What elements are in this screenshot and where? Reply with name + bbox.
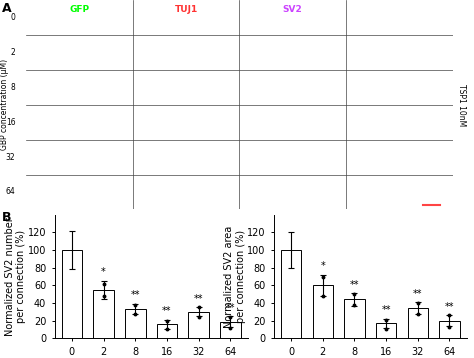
Text: *: * xyxy=(256,143,261,153)
Text: *: * xyxy=(149,178,155,188)
Text: *: * xyxy=(256,178,261,188)
Bar xyxy=(125,309,146,338)
Text: *: * xyxy=(43,108,48,118)
Bar xyxy=(376,323,396,338)
Text: 2: 2 xyxy=(10,48,15,57)
Y-axis label: Normalized SV2 number
per connection (%): Normalized SV2 number per connection (%) xyxy=(5,217,26,336)
Bar xyxy=(93,290,114,338)
Text: *: * xyxy=(149,4,155,14)
Text: **: ** xyxy=(350,280,359,290)
Text: *: * xyxy=(256,4,261,14)
Text: *: * xyxy=(363,4,368,14)
Text: **: ** xyxy=(130,290,140,300)
Bar xyxy=(62,250,82,338)
Text: *: * xyxy=(363,143,368,153)
Bar xyxy=(281,250,301,338)
Text: **: ** xyxy=(194,294,203,304)
Text: TSP1 10nM: TSP1 10nM xyxy=(457,83,466,126)
Text: *: * xyxy=(363,178,368,188)
Text: 8: 8 xyxy=(10,83,15,92)
Text: *: * xyxy=(149,73,155,83)
Text: *: * xyxy=(43,178,48,188)
Text: *: * xyxy=(256,108,261,118)
Text: **: ** xyxy=(226,303,235,313)
Text: Merge: Merge xyxy=(383,5,415,14)
Y-axis label: Normalized SV2 area
per connection (%): Normalized SV2 area per connection (%) xyxy=(224,226,246,328)
Bar xyxy=(220,321,240,338)
Text: SV2: SV2 xyxy=(283,5,302,14)
Text: 32: 32 xyxy=(6,153,15,161)
Text: **: ** xyxy=(382,305,391,315)
Text: *: * xyxy=(43,73,48,83)
Bar xyxy=(408,308,428,338)
Text: *: * xyxy=(320,261,325,271)
Text: *: * xyxy=(363,73,368,83)
Text: *: * xyxy=(43,4,48,14)
Text: *: * xyxy=(363,108,368,118)
Text: *: * xyxy=(149,143,155,153)
Bar xyxy=(344,300,365,338)
Text: GFP: GFP xyxy=(69,5,90,14)
Text: 64: 64 xyxy=(6,188,15,197)
Bar xyxy=(312,285,333,338)
Text: *: * xyxy=(363,39,368,49)
Text: *: * xyxy=(149,108,155,118)
Text: A: A xyxy=(2,2,12,15)
Text: 16: 16 xyxy=(6,118,15,127)
Bar xyxy=(188,312,209,338)
Bar xyxy=(439,321,460,338)
Text: B: B xyxy=(2,211,12,224)
Text: TUJ1: TUJ1 xyxy=(174,5,198,14)
Text: **: ** xyxy=(162,306,172,316)
Text: *: * xyxy=(43,143,48,153)
Bar xyxy=(156,324,177,338)
Text: *: * xyxy=(101,267,106,277)
Text: 0: 0 xyxy=(10,13,15,22)
Text: *: * xyxy=(149,39,155,49)
Text: **: ** xyxy=(413,289,422,299)
Text: *: * xyxy=(256,73,261,83)
Text: *: * xyxy=(43,39,48,49)
Text: *: * xyxy=(256,39,261,49)
Text: GBP concentration (μM): GBP concentration (μM) xyxy=(0,59,9,150)
Text: **: ** xyxy=(445,302,454,312)
